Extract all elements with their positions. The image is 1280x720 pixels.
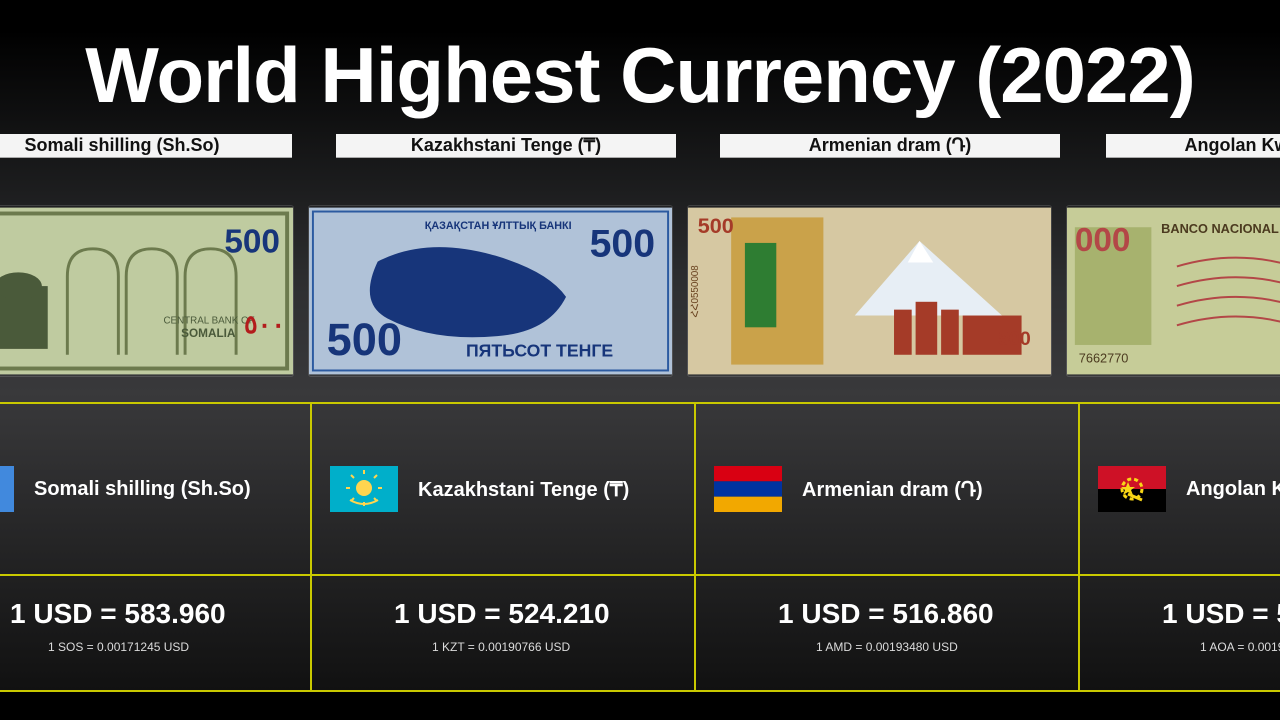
inverse-rate: 1 AOA = 0.00199880 USD bbox=[1162, 640, 1280, 654]
exchange-rate: 1 USD = 583.960 bbox=[10, 598, 310, 630]
currency-row-rate: 1 USD = 524.210 1 KZT = 0.00190766 USD bbox=[312, 574, 694, 692]
flag-somalia-icon bbox=[0, 466, 14, 512]
svg-text:500: 500 bbox=[224, 224, 280, 261]
currency-row-rate: 1 USD = 516.860 1 AMD = 0.00193480 USD bbox=[696, 574, 1078, 692]
inverse-rate: 1 SOS = 0.00171245 USD bbox=[10, 640, 310, 654]
banknote-armenia: 500 ՀՀ0550008 500 bbox=[688, 206, 1051, 376]
frame: World Highest Currency (2022) Somali shi… bbox=[0, 30, 1280, 690]
currency-column: Somali shilling (Sh.So) 1 USD = 583.960 … bbox=[0, 404, 312, 690]
svg-text:CENTRAL BANK OF: CENTRAL BANK OF bbox=[163, 315, 254, 326]
currency-tab: Armenian dram (Դ) bbox=[720, 134, 1060, 158]
svg-text:BANCO NACIONAL DE: BANCO NACIONAL DE bbox=[1161, 221, 1280, 236]
currency-row-rate: 1 USD = 500.300 1 AOA = 0.00199880 USD bbox=[1080, 574, 1280, 692]
currency-column: Armenian dram (Դ) 1 USD = 516.860 1 AMD … bbox=[696, 404, 1080, 690]
svg-text:000: 000 bbox=[1075, 222, 1131, 259]
currency-row-name: Somali shilling (Sh.So) bbox=[0, 404, 310, 574]
svg-text:500: 500 bbox=[327, 314, 402, 365]
flag-kazakhstan-icon bbox=[330, 466, 398, 512]
inverse-rate: 1 KZT = 0.00190766 USD bbox=[394, 640, 694, 654]
flag-armenia-icon bbox=[714, 466, 782, 512]
svg-text:ՀՀ0550008: ՀՀ0550008 bbox=[690, 265, 701, 318]
currency-tab: Somali shilling (Sh.So) bbox=[0, 134, 292, 158]
exchange-rate: 1 USD = 524.210 bbox=[394, 598, 694, 630]
currency-row-rate: 1 USD = 583.960 1 SOS = 0.00171245 USD bbox=[0, 574, 310, 692]
exchange-rate: 1 USD = 516.860 bbox=[778, 598, 1078, 630]
currency-tab: Kazakhstani Tenge (₸) bbox=[336, 134, 676, 158]
currency-name: Kazakhstani Tenge (₸) bbox=[418, 477, 629, 502]
stage: World Highest Currency (2022) Somali shi… bbox=[0, 0, 1280, 720]
currency-name: Armenian dram (Դ) bbox=[802, 477, 983, 502]
tab-label: Armenian dram (Դ) bbox=[809, 135, 972, 156]
banknote-somalia: 500 CENTRAL BANK OF SOMALIA ٥٠٠ bbox=[0, 206, 293, 376]
banknote-row: 500 CENTRAL BANK OF SOMALIA ٥٠٠ ҚАЗАҚСТА… bbox=[0, 206, 1280, 376]
svg-text:500: 500 bbox=[998, 328, 1031, 350]
currency-name: Somali shilling (Sh.So) bbox=[34, 478, 251, 501]
svg-text:ҚАЗАҚСТАН ҰЛТТЫҚ БАНКІ: ҚАЗАҚСТАН ҰЛТТЫҚ БАНКІ bbox=[425, 220, 572, 232]
currency-column: Kazakhstani Tenge (₸) 1 USD = 524.210 1 … bbox=[312, 404, 696, 690]
currency-tab: Angolan Kwanza (Kz) bbox=[1106, 134, 1280, 158]
flag-angola-icon bbox=[1098, 466, 1166, 512]
svg-text:٥٠٠: ٥٠٠ bbox=[244, 311, 285, 339]
currency-row-name: Kazakhstani Tenge (₸) bbox=[312, 404, 694, 574]
svg-text:ПЯТЬСОТ ТЕНГЕ: ПЯТЬСОТ ТЕНГЕ bbox=[466, 341, 613, 361]
tab-label: Angolan Kwanza (Kz) bbox=[1185, 135, 1280, 156]
svg-text:7662770: 7662770 bbox=[1079, 351, 1129, 366]
currency-row-name: Armenian dram (Դ) bbox=[696, 404, 1078, 574]
inverse-rate: 1 AMD = 0.00193480 USD bbox=[778, 640, 1078, 654]
svg-text:500: 500 bbox=[698, 213, 734, 238]
exchange-rate: 1 USD = 500.300 bbox=[1162, 598, 1280, 630]
tab-label: Kazakhstani Tenge (₸) bbox=[411, 135, 601, 156]
currency-name: Angolan Kwanza (Kz) bbox=[1186, 478, 1280, 501]
currency-grid: Somali shilling (Sh.So) 1 USD = 583.960 … bbox=[0, 402, 1280, 692]
page-title: World Highest Currency (2022) bbox=[0, 30, 1280, 121]
tab-label: Somali shilling (Sh.So) bbox=[24, 135, 219, 156]
svg-text:SOMALIA: SOMALIA bbox=[181, 327, 236, 340]
currency-row-name: Angolan Kwanza (Kz) bbox=[1080, 404, 1280, 574]
currency-column: Angolan Kwanza (Kz) 1 USD = 500.300 1 AO… bbox=[1080, 404, 1280, 690]
svg-text:500: 500 bbox=[590, 222, 655, 266]
banknote-angola: 000 BANCO NACIONAL DE 7662770 bbox=[1067, 206, 1280, 376]
banknote-kazakhstan: ҚАЗАҚСТАН ҰЛТТЫҚ БАНКІ 500 500 ПЯТЬСОТ Т… bbox=[309, 206, 672, 376]
